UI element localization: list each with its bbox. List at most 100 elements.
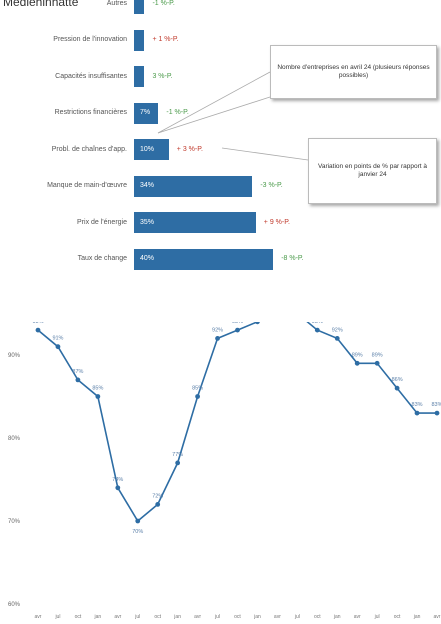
bar-change-label: -1 %-P.	[166, 109, 189, 116]
callout-entreprises: Nombre d'entreprises en avril 24 (plusie…	[270, 45, 437, 99]
bar-value-label: 7%	[140, 109, 151, 116]
x-tick-label: avr	[114, 614, 121, 620]
bar-value-label: 40%	[140, 255, 155, 262]
bar-chart: Autres 3% -1 %-P. Pression de l'innovation 3…	[47, 0, 437, 270]
bar-change-label: -1 %-P.	[152, 0, 175, 7]
bar	[134, 102, 159, 124]
data-label: 89%	[372, 352, 383, 358]
bar-category-label: Restrictions financières	[54, 109, 127, 116]
callout-entreprises-text: Nombre d'entreprises en avril 24 (plusie…	[277, 64, 430, 79]
bar-change-label: + 9 %-P.	[263, 218, 290, 226]
bar-value-label: 34%	[140, 182, 155, 189]
data-label: 72%	[152, 493, 163, 499]
data-point	[354, 360, 360, 366]
data-point	[394, 385, 400, 391]
line-chart: 60% 70% 80% 90% 93% 91% 87% 85% 74% 70% 72% 77% 85% 9…	[8, 322, 441, 620]
data-point	[195, 394, 201, 399]
x-tick-label: avr	[434, 614, 441, 620]
data-label: 93%	[312, 322, 323, 325]
bar-value-label: 3%	[144, 0, 155, 7]
data-label: 93%	[32, 322, 43, 325]
bar	[134, 175, 253, 197]
x-tick-label: jul	[294, 614, 300, 620]
data-point	[55, 344, 61, 350]
bar-value-label: 3%	[144, 36, 155, 43]
y-tick-label: 60%	[8, 602, 21, 608]
x-tick-label: oct	[75, 614, 82, 620]
bar-category-label: Capacités insuffisantes	[55, 72, 127, 80]
data-point	[75, 377, 81, 383]
x-tick-label: avr	[35, 614, 42, 620]
bar-category-label: Manque de main-d'œuvre	[47, 182, 127, 189]
y-tick-label: 80%	[8, 436, 21, 442]
bar-category-label: Probl. de chaînes d'app.	[51, 145, 127, 153]
data-point	[314, 327, 320, 333]
x-tick-label: oct	[154, 614, 161, 620]
data-point	[135, 518, 141, 524]
x-tick-label: jan	[333, 614, 341, 620]
bar-change-label: -8 %-P.	[281, 255, 304, 262]
data-label: 85%	[192, 386, 203, 392]
data-label: 85%	[92, 386, 103, 392]
leader-line-entreprises	[157, 71, 271, 134]
chart-title-fragment: Mediehinhatte	[3, 0, 79, 9]
data-label: 74%	[112, 477, 123, 483]
bar-change-label: 3 %-P.	[152, 72, 173, 80]
data-label: 92%	[212, 327, 223, 333]
data-point	[235, 327, 240, 333]
data-point	[434, 410, 440, 416]
data-point	[414, 410, 420, 416]
callout-variation-text: Variation en points de % par rapport à j…	[317, 163, 427, 178]
data-point	[255, 322, 260, 325]
data-point	[115, 485, 121, 491]
bar-change-label: -3 %-P.	[260, 182, 283, 189]
x-tick-label: jan	[253, 614, 261, 620]
x-tick-label: jan	[94, 614, 102, 620]
x-tick-label: jan	[413, 614, 421, 620]
x-tick-label: jul	[374, 614, 380, 620]
data-point	[95, 394, 101, 399]
bar-value-label: 3%	[144, 72, 155, 80]
bar	[134, 248, 274, 270]
y-tick-label: 90%	[8, 353, 21, 359]
data-label: 70%	[132, 529, 143, 535]
data-label: 77%	[172, 452, 183, 458]
data-label: 93%	[232, 322, 243, 325]
bar-change-label: + 3 %-P.	[176, 145, 203, 153]
x-tick-label: oct	[394, 614, 401, 620]
bar	[134, 29, 145, 51]
x-tick-label: oct	[234, 614, 241, 620]
x-tick-label: jan	[173, 614, 181, 620]
x-tick-label: jul	[54, 614, 60, 620]
bar-change-label: + 1 %-P.	[152, 36, 179, 43]
callout-variation: Variation en points de % par rapport à j…	[308, 138, 437, 204]
data-label: 86%	[392, 377, 403, 383]
bar	[134, 0, 145, 14]
data-label: 87%	[72, 369, 83, 375]
bar	[134, 212, 256, 233]
bar	[134, 139, 169, 160]
data-point	[175, 460, 181, 466]
data-label: 92%	[332, 327, 343, 333]
bar	[134, 66, 145, 87]
data-point	[334, 336, 340, 341]
x-tick-label: avr	[274, 614, 281, 620]
bar-category-label: Taux de change	[77, 255, 127, 262]
data-label: 83%	[412, 402, 423, 408]
bar-value-label: 10%	[140, 145, 155, 153]
leader-line-entreprises-2	[157, 96, 271, 134]
data-point	[35, 327, 41, 333]
x-tick-label: avr	[354, 614, 361, 620]
x-tick-label: oct	[314, 614, 321, 620]
x-tick-label: avr	[194, 614, 201, 620]
x-tick-label: jul	[134, 614, 140, 620]
x-tick-label: jul	[214, 614, 220, 620]
y-tick-label: 70%	[8, 519, 21, 525]
data-label: 89%	[352, 352, 363, 358]
bar-value-label: 35%	[140, 218, 155, 226]
leader-line-variation	[221, 147, 309, 161]
data-point	[155, 502, 161, 507]
bar-category-label: Autres	[106, 0, 127, 7]
data-point	[374, 360, 380, 366]
bar-category-label: Prix de l'énergie	[77, 218, 127, 226]
